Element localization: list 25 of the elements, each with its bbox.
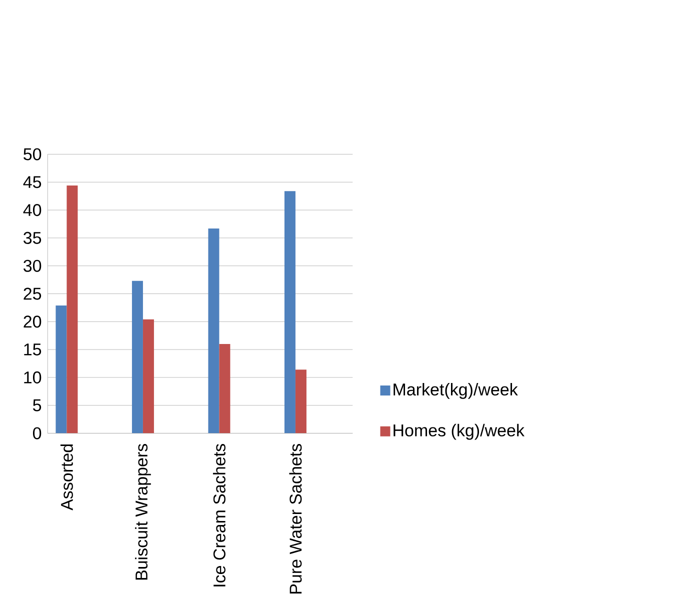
y-tick-label: 10	[24, 372, 42, 384]
y-tick-label: 25	[24, 288, 42, 300]
bar	[295, 370, 306, 434]
bar	[284, 191, 296, 434]
x-tick-label: Assorted	[60, 444, 73, 511]
bar	[219, 344, 230, 434]
x-tick-label: Buiscuit Wrappers	[135, 444, 151, 580]
bar	[208, 228, 220, 434]
y-tick-label: 30	[24, 260, 42, 272]
legend-label: Market(kg)/week	[394, 383, 518, 400]
y-tick-label: 50	[24, 148, 42, 160]
bar	[56, 306, 67, 434]
y-tick-label: 35	[24, 232, 42, 244]
bar	[132, 281, 143, 434]
y-tick-label: 0	[32, 427, 42, 440]
bar	[66, 186, 78, 434]
y-tick-label: 5	[33, 400, 42, 412]
x-tick-label: Ice Cream Sachets	[212, 444, 226, 587]
legend-label: Homes (kg)/week	[394, 424, 525, 440]
y-tick-label: 15	[24, 344, 42, 356]
x-tick-label: Pure Water Sachets	[289, 444, 302, 594]
bar	[142, 320, 154, 434]
y-tick-label: 40	[23, 204, 42, 216]
y-tick-label: 20	[24, 316, 42, 328]
y-tick-label: 45	[23, 176, 42, 188]
